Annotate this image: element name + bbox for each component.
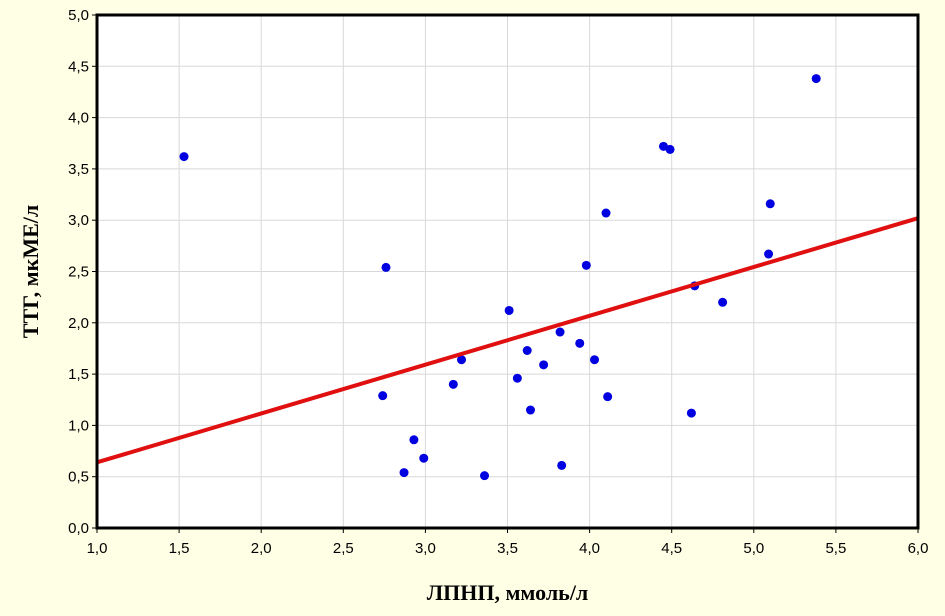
x-axis-title: ЛПНП, ммоль/л	[427, 580, 589, 605]
data-point	[603, 392, 613, 402]
data-point	[575, 338, 585, 348]
x-tick-label: 6,0	[908, 540, 929, 557]
data-point	[480, 471, 490, 481]
data-point	[765, 199, 775, 209]
plot-frame	[95, 13, 920, 530]
data-point	[764, 249, 774, 259]
y-tick-label: 0,0	[68, 520, 89, 537]
data-point	[381, 262, 391, 272]
data-point	[665, 144, 675, 154]
data-point	[504, 305, 514, 315]
x-tick-label: 2,5	[333, 540, 354, 557]
data-point	[457, 355, 467, 365]
x-tick-label: 3,0	[415, 540, 436, 557]
data-point	[581, 260, 591, 270]
x-axis-ticks: 1,0 1,5 2,0 2,5 3,0 3,5 4,0 4,5 5,0 5,5 6,0	[87, 528, 929, 557]
data-point	[686, 408, 696, 418]
y-tick-label: 4,0	[68, 110, 89, 127]
y-tick-label: 0,5	[68, 469, 89, 486]
data-point	[378, 391, 388, 401]
data-point	[539, 360, 549, 370]
y-tick-label: 3,5	[68, 161, 89, 178]
data-point	[448, 379, 458, 389]
x-tick-label: 4,0	[579, 540, 600, 557]
x-tick-label: 1,5	[169, 540, 190, 557]
y-tick-label: 1,5	[68, 366, 89, 383]
y-tick-label: 4,5	[68, 58, 89, 75]
data-point	[522, 346, 532, 356]
y-tick-label: 5,0	[68, 7, 89, 24]
data-point	[601, 208, 611, 218]
data-point	[590, 355, 600, 365]
x-tick-label: 2,0	[251, 540, 272, 557]
y-tick-label: 3,0	[68, 212, 89, 229]
y-axis-ticks: 0,0 0,5 1,0 1,5 2,0 2,5 3,0 3,5 4,0 4,5 5,0	[68, 7, 97, 537]
trend-line	[96, 216, 919, 465]
x-tick-label: 5,0	[743, 540, 764, 557]
data-point	[399, 468, 409, 478]
data-point	[811, 74, 821, 84]
y-tick-label: 1,0	[68, 417, 89, 434]
data-point	[555, 327, 565, 337]
data-point	[557, 460, 567, 470]
data-point	[179, 152, 189, 162]
y-tick-label: 2,0	[68, 315, 89, 332]
data-point	[409, 435, 419, 445]
x-tick-label: 4,5	[661, 540, 682, 557]
data-point	[419, 453, 429, 463]
data-point	[718, 297, 728, 307]
y-axis-title: ТТГ, мкМЕ/л	[18, 205, 43, 338]
data-point	[512, 373, 522, 383]
y-tick-label: 2,5	[68, 264, 89, 281]
data-point	[525, 405, 535, 415]
x-tick-label: 5,5	[825, 540, 846, 557]
x-tick-label: 1,0	[87, 540, 108, 557]
x-tick-label: 3,5	[497, 540, 518, 557]
